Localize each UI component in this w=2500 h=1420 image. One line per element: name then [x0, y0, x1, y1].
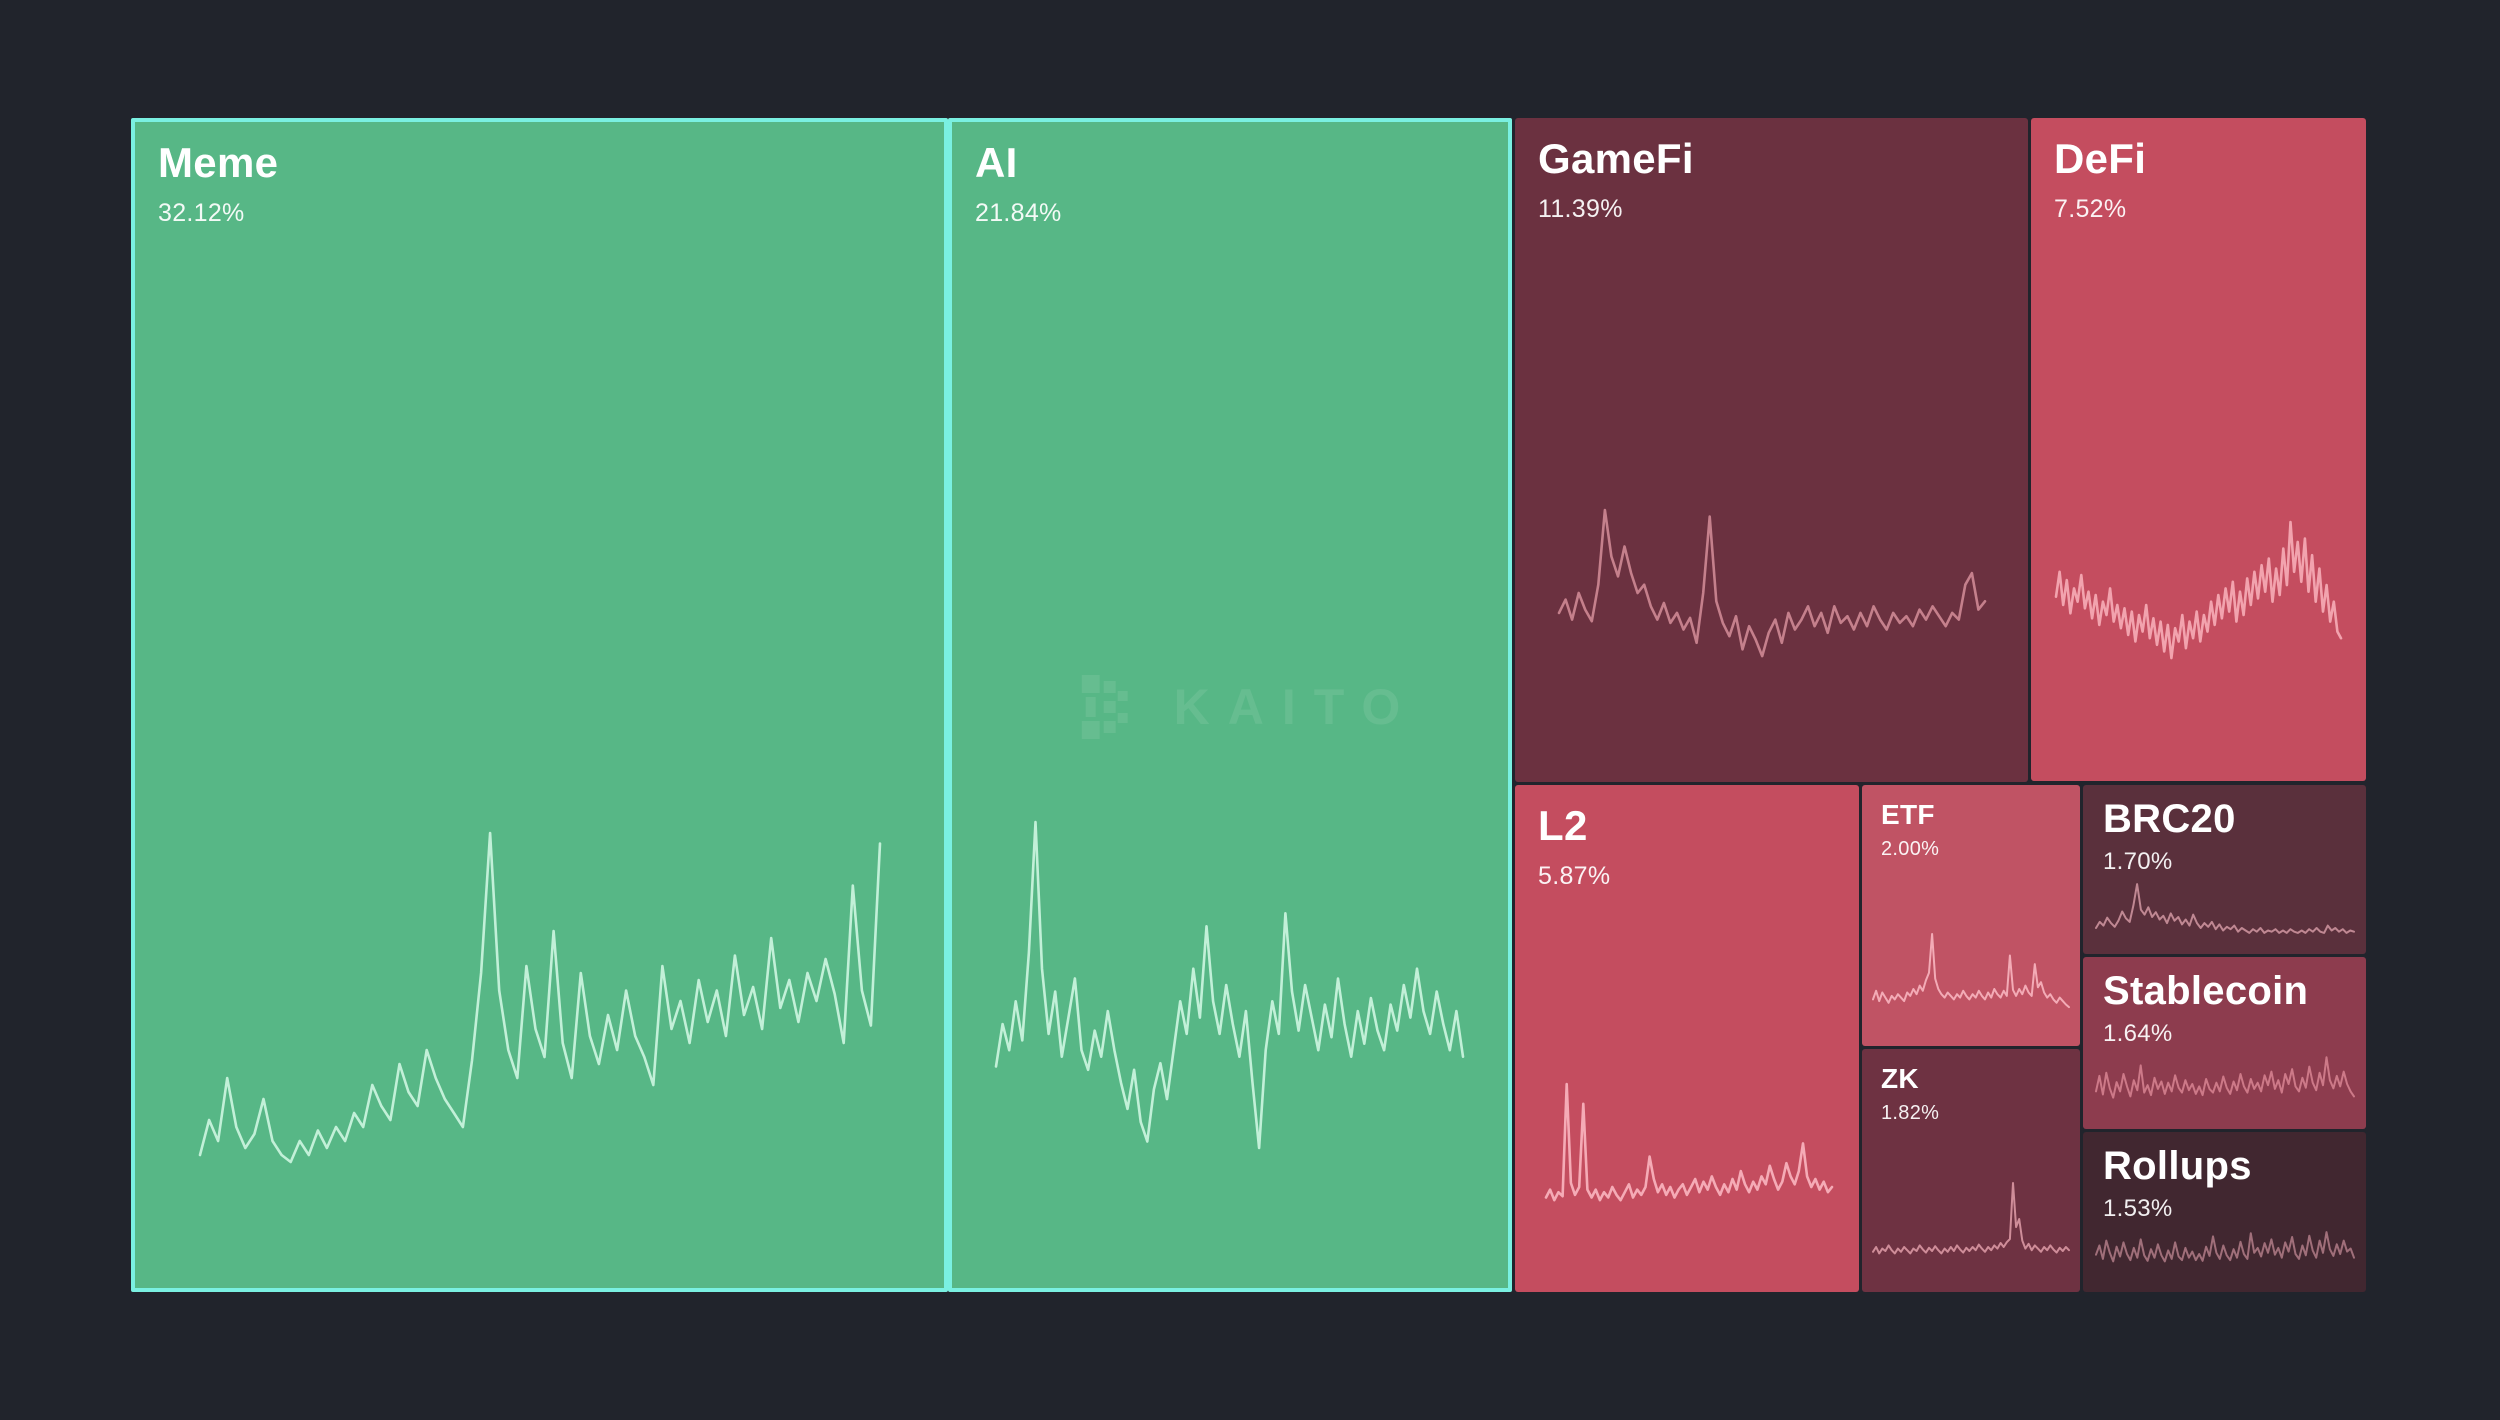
tile-value: 2.00% [1881, 838, 1940, 861]
tile-title: L2 [1538, 802, 1588, 849]
treemap-tile-defi[interactable]: DeFi 7.52% [2031, 118, 2366, 781]
tile-value: 32.12% [158, 198, 245, 227]
tile-header: AI 21.84% [952, 122, 1508, 244]
tile-header: ETF 2.00% [1862, 785, 2080, 874]
tile-sparkline [995, 820, 1465, 1149]
tile-sparkline [198, 831, 882, 1183]
treemap-tile-zk[interactable]: ZK 1.82% [1862, 1049, 2080, 1292]
treemap-tile-stablecoin[interactable]: Stablecoin 1.64% [2083, 957, 2366, 1129]
tile-title: GameFi [1538, 135, 1694, 182]
tile-sparkline [2094, 878, 2355, 939]
tile-title: ETF [1881, 799, 1935, 830]
tile-sparkline [2094, 1048, 2355, 1110]
tile-header: Rollups 1.53% [2083, 1132, 2366, 1234]
tile-value: 7.52% [2054, 194, 2127, 223]
tile-value: 1.82% [1881, 1102, 1940, 1125]
tile-sparkline [1871, 932, 2070, 1020]
treemap-tile-meme[interactable]: Meme 32.12% [131, 118, 948, 1292]
treemap-tile-etf[interactable]: ETF 2.00% [1862, 785, 2080, 1046]
tile-title: Meme [158, 139, 279, 186]
tile-value: 1.64% [2103, 1020, 2173, 1048]
treemap-tile-gamefi[interactable]: GameFi 11.39% [1515, 118, 2028, 782]
tile-sparkline [1544, 1082, 1834, 1216]
treemap-tile-brc20[interactable]: BRC20 1.70% [2083, 785, 2366, 954]
tile-header: ZK 1.82% [1862, 1049, 2080, 1138]
tile-title: Stablecoin [2103, 969, 2309, 1013]
treemap-tile-ai[interactable]: AI 21.84% [948, 118, 1512, 1292]
tile-sparkline [2054, 521, 2343, 688]
tile-sparkline [1557, 508, 1986, 676]
tile-value: 5.87% [1538, 861, 1611, 890]
tile-title: Rollups [2103, 1144, 2252, 1188]
tile-title: ZK [1881, 1063, 1919, 1094]
treemap-tile-rollups[interactable]: Rollups 1.53% [2083, 1132, 2366, 1292]
tile-header: Stablecoin 1.64% [2083, 957, 2366, 1059]
tile-value: 21.84% [975, 198, 1062, 227]
tile-title: DeFi [2054, 135, 2147, 182]
tile-header: L2 5.87% [1515, 785, 1859, 907]
tile-sparkline [2094, 1215, 2355, 1276]
treemap-tile-l2[interactable]: L2 5.87% [1515, 785, 1859, 1292]
tile-header: GameFi 11.39% [1515, 118, 2028, 240]
tile-header: Meme 32.12% [135, 122, 944, 244]
tile-value: 11.39% [1538, 194, 1623, 223]
tile-value: 1.53% [2103, 1195, 2173, 1223]
tile-sparkline [1871, 1181, 2070, 1263]
tile-title: AI [975, 139, 1018, 186]
tile-header: DeFi 7.52% [2031, 118, 2366, 240]
tile-header: BRC20 1.70% [2083, 785, 2366, 887]
tile-title: BRC20 [2103, 797, 2236, 841]
tile-value: 1.70% [2103, 848, 2173, 876]
